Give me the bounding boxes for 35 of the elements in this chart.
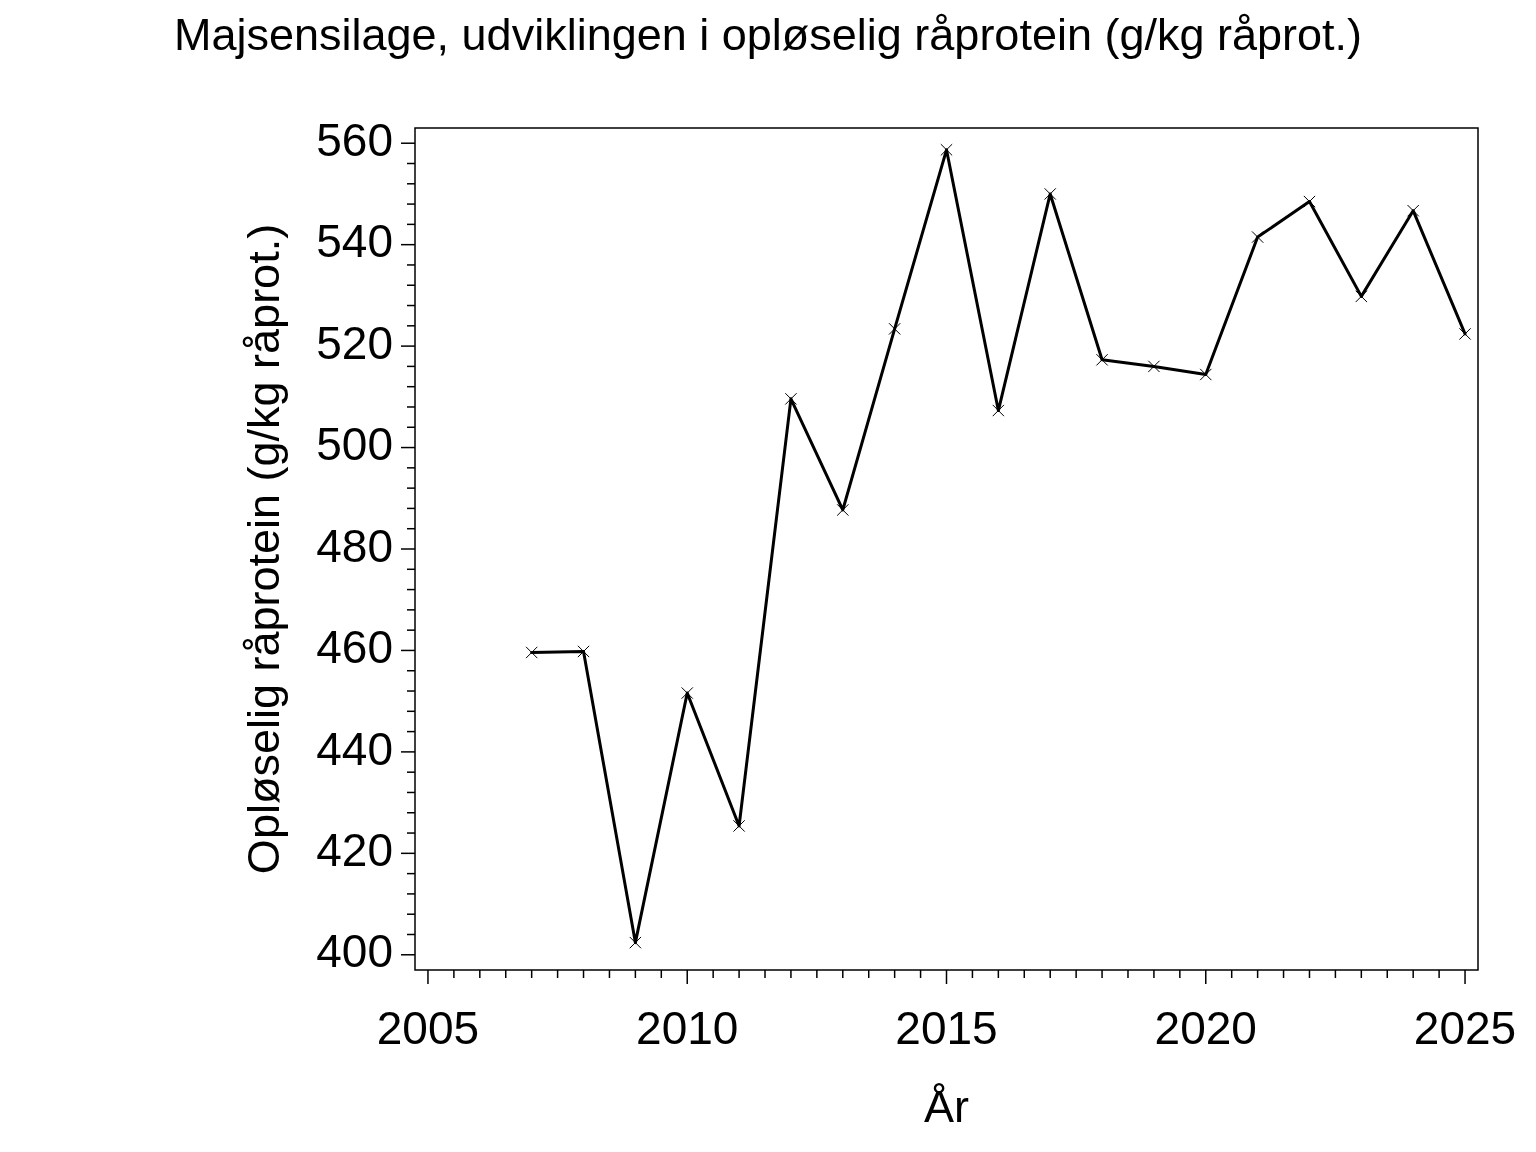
chart-title: Majsensilage, udviklingen i opløselig råprotein (g/kg råprot.) <box>173 9 1363 61</box>
point <box>836 503 849 517</box>
y-tick-label: 500 <box>316 418 393 471</box>
x-tick-label: 2020 <box>1154 1002 1257 1055</box>
point <box>577 645 590 658</box>
point <box>629 936 642 949</box>
point <box>681 686 694 700</box>
point <box>1407 204 1420 217</box>
y-tick-label: 520 <box>316 316 393 369</box>
point <box>1147 360 1161 373</box>
y-tick-label: 480 <box>316 519 393 572</box>
point <box>1095 353 1109 366</box>
point <box>940 143 953 156</box>
y-tick-label: 540 <box>316 215 393 268</box>
point <box>888 322 901 336</box>
x-tick-label: 2010 <box>636 1002 739 1055</box>
point <box>992 404 1005 417</box>
point <box>1458 327 1472 341</box>
point <box>732 819 746 833</box>
x-tick-label: 2025 <box>1413 1002 1517 1055</box>
point <box>1044 187 1057 201</box>
y-tick-label: 400 <box>316 925 393 978</box>
y-axis-title: Opløselig råprotein (g/kg råprot.) <box>238 223 290 875</box>
x-tick-label: 2005 <box>376 1002 480 1055</box>
point <box>1355 290 1368 303</box>
y-tick-label: 440 <box>316 722 393 775</box>
x-axis-title: År <box>924 1081 970 1133</box>
y-tick-label: 460 <box>316 621 393 674</box>
x-tick-label: 2015 <box>895 1002 998 1055</box>
point <box>1251 230 1264 244</box>
y-tick-label: 560 <box>316 113 393 166</box>
y-tick-label: 420 <box>316 824 393 877</box>
point <box>784 392 798 406</box>
point <box>525 646 538 659</box>
point <box>1199 368 1212 381</box>
